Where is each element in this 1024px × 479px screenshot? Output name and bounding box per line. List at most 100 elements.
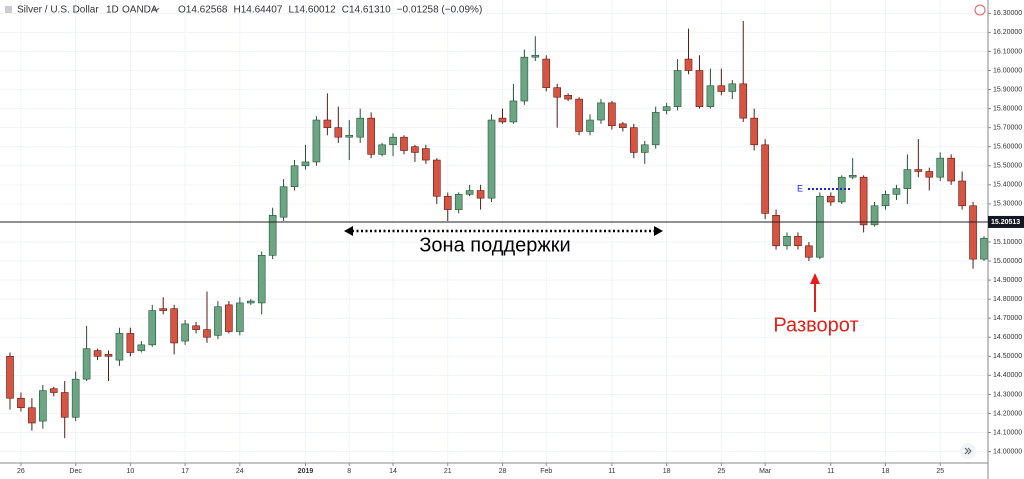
- ohlc-value: C14.61310: [342, 5, 391, 16]
- candle-body: [487, 119, 496, 199]
- candle-body: [367, 117, 375, 155]
- y-tick-label: 16.00000: [993, 67, 1022, 74]
- candle-body: [684, 58, 693, 71]
- candle-body: [695, 70, 704, 107]
- candle-body: [881, 194, 890, 207]
- annotation: Зона поддержки: [419, 234, 570, 256]
- x-tick-label: 25: [936, 468, 944, 475]
- y-tick-label: 15.30000: [993, 201, 1022, 208]
- y-tick-label: 14.10000: [993, 429, 1022, 436]
- y-tick-label: 14.40000: [993, 372, 1022, 379]
- y-tick-label: 14.90000: [993, 277, 1022, 284]
- candle-body: [553, 87, 561, 98]
- x-tick-label: 8: [347, 468, 351, 475]
- ohlc-value: −0.01258 (−0.09%): [397, 5, 483, 16]
- candle-body: [159, 308, 168, 311]
- candle-body: [17, 397, 25, 409]
- x-tick-label: 11: [827, 468, 834, 475]
- y-tick-label: 15.50000: [993, 163, 1022, 170]
- candle-body: [246, 300, 255, 304]
- candle-body: [772, 215, 780, 247]
- candle-body: [794, 235, 802, 247]
- candle-body: [947, 157, 955, 182]
- y-tick-label: 14.20000: [993, 410, 1022, 417]
- x-tick-label: 25: [717, 468, 725, 475]
- x-tick-label: 24: [236, 468, 244, 475]
- candle-body: [564, 94, 572, 100]
- alert-icon[interactable]: [974, 4, 986, 16]
- candle-body: [498, 117, 507, 123]
- candle-body: [969, 205, 977, 260]
- candle-body: [82, 348, 91, 380]
- y-tick-label: 16.20000: [993, 29, 1022, 36]
- candle-body: [706, 85, 715, 107]
- x-tick-label: 18: [882, 468, 890, 475]
- dropdown-icon[interactable]: [152, 7, 160, 12]
- x-tick-label: 14: [389, 468, 397, 475]
- candle-body: [454, 194, 463, 210]
- candle-body: [859, 176, 868, 226]
- x-tick-label: 2019: [298, 468, 314, 475]
- y-tick-label: 14.80000: [993, 296, 1022, 303]
- candle-body: [443, 195, 452, 210]
- x-tick-label: 28: [499, 468, 507, 475]
- y-tick-label: 16.30000: [993, 10, 1022, 17]
- candle-body: [619, 123, 627, 128]
- symbol-title: Silver / U.S. Dollar: [17, 5, 99, 16]
- candle-body: [236, 302, 244, 332]
- candle-body: [356, 117, 365, 138]
- candle-body: [28, 407, 36, 424]
- y-tick-label: 14.60000: [993, 334, 1022, 341]
- candle-body: [958, 180, 966, 207]
- y-tick-label: 15.40000: [993, 182, 1022, 189]
- candle-body: [761, 144, 769, 214]
- y-tick-label: 14.30000: [993, 391, 1022, 398]
- x-tick-label: 26: [17, 468, 25, 475]
- arrow-head: [810, 273, 820, 284]
- candle-body: [71, 378, 80, 418]
- candle-body: [520, 56, 529, 102]
- candle-body: [334, 127, 343, 138]
- candle-body: [892, 188, 901, 195]
- candle-body: [137, 344, 146, 351]
- ohlc-value: H14.64407: [234, 5, 283, 16]
- candle-body: [805, 245, 813, 258]
- candle-body: [476, 190, 485, 199]
- price-label-box: [988, 215, 1024, 228]
- candle-body: [640, 144, 649, 153]
- candle-body: [225, 304, 233, 332]
- symbol-icon[interactable]: [5, 6, 12, 13]
- x-tick-label: Mar: [759, 468, 772, 475]
- candle-body: [750, 117, 758, 146]
- candle-body: [816, 195, 824, 258]
- annotation: Разворот: [773, 314, 858, 336]
- candle-body: [6, 356, 14, 399]
- candle-body: [914, 169, 923, 172]
- candle-body: [717, 85, 726, 92]
- x-tick-label: 21: [444, 468, 452, 475]
- candle-body: [422, 148, 430, 161]
- candle-body: [378, 144, 386, 155]
- candle-body: [49, 388, 58, 393]
- candle-body: [629, 127, 638, 153]
- y-tick-label: 15.10000: [993, 239, 1022, 246]
- candle-body: [312, 119, 321, 163]
- candle-body: [104, 354, 113, 357]
- candle-body: [826, 195, 835, 203]
- price-label: 15.20513: [991, 219, 1020, 226]
- candle-body: [192, 325, 200, 330]
- scroll-icon[interactable]: [964, 447, 972, 455]
- candle-body: [575, 98, 583, 132]
- y-tick-label: 15.00000: [993, 258, 1022, 265]
- candle-body: [936, 157, 945, 178]
- candle-body: [411, 146, 419, 153]
- ohlc-value: L14.60012: [288, 5, 336, 16]
- candle-body: [465, 190, 474, 195]
- candle-body: [783, 235, 791, 247]
- candle-body: [509, 100, 518, 123]
- candle-body: [301, 161, 310, 167]
- candle-body: [739, 83, 748, 119]
